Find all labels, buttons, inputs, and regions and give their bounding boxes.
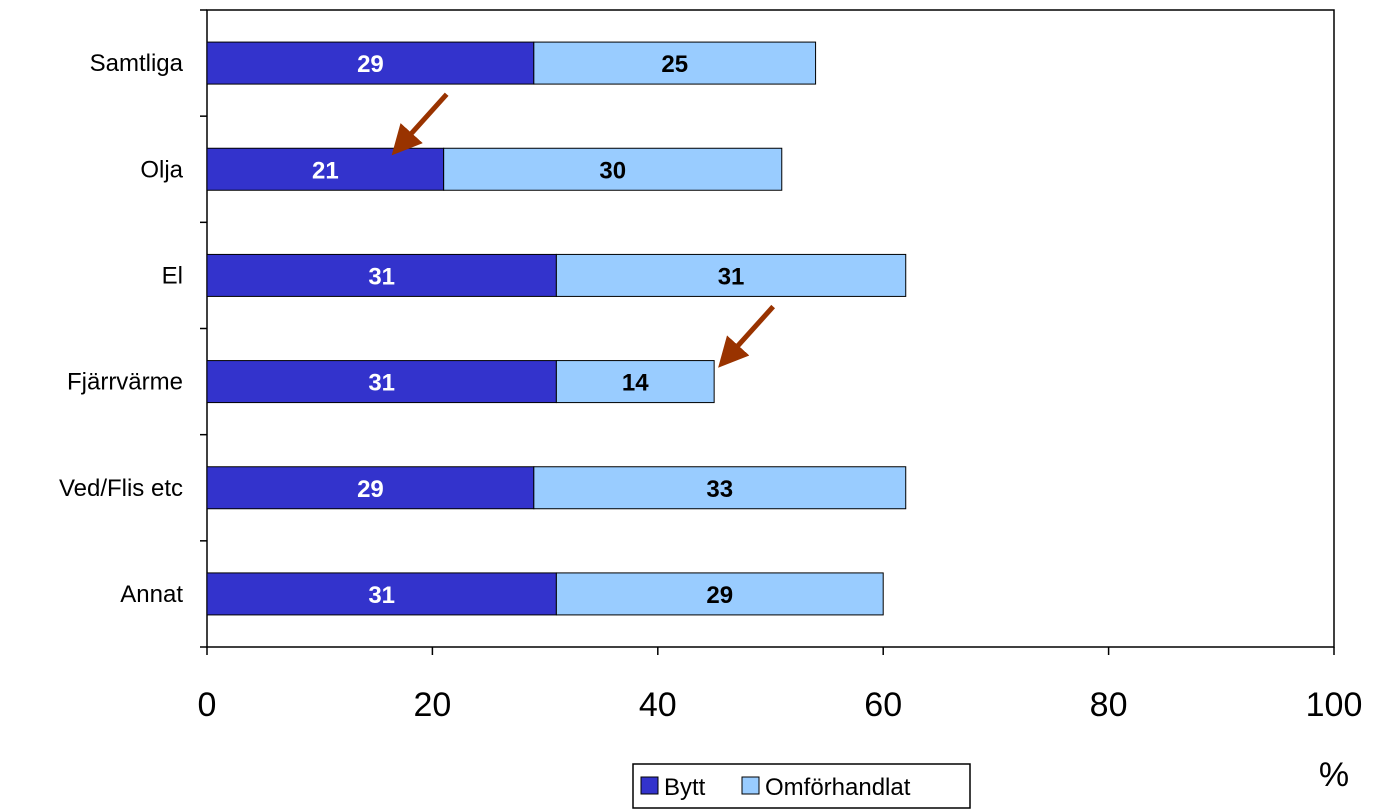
bar-value-label: 29 — [357, 51, 384, 78]
bar-value-label: 31 — [368, 370, 395, 397]
plot-area: 0 20 40 60 80 100% Samtliga Olja El Fjärrvärme Ved… — [59, 9, 1363, 794]
category-label: Olja — [140, 156, 183, 183]
x-tick-label: 40 — [639, 686, 677, 724]
bar-value-label: 33 — [706, 476, 733, 503]
plot-frame — [206, 9, 1335, 648]
legend-label: Omförhandlat — [765, 774, 911, 801]
bar-value-label: 31 — [718, 263, 745, 290]
bar-omforhandlat — [533, 466, 907, 510]
bar-value-label: 21 — [312, 157, 339, 184]
x-tick-label: 20 — [413, 686, 451, 724]
category-label: Annat — [120, 581, 183, 608]
x-tick-label: 80 — [1090, 686, 1128, 724]
legend: Bytt Omförhandlat — [632, 763, 971, 809]
bar-value-label: 29 — [706, 582, 733, 609]
bar-omforhandlat — [555, 572, 884, 616]
annotation-arrow — [718, 304, 776, 368]
bar-bytt — [206, 41, 535, 85]
category-label: Fjärrvärme — [67, 369, 183, 396]
category-label: Samtliga — [90, 50, 184, 77]
x-axis-unit-label: % — [1319, 756, 1349, 794]
bar-bytt — [206, 466, 535, 510]
bar-bytt — [206, 253, 557, 297]
bar-value-label: 14 — [622, 370, 649, 397]
bar-value-label: 29 — [357, 476, 384, 503]
x-tick-label: 100 — [1306, 686, 1363, 724]
annotation-arrow — [391, 92, 449, 156]
legend-box — [632, 763, 971, 809]
x-tick-label: 60 — [864, 686, 902, 724]
bar-bytt — [206, 572, 557, 616]
legend-swatch — [640, 776, 659, 795]
bar-value-label: 31 — [368, 263, 395, 290]
bar-value-label: 31 — [368, 582, 395, 609]
bars: 29 25 21 30 31 31 31 14 29 33 31 29 — [206, 41, 907, 616]
bar-omforhandlat — [533, 41, 817, 85]
legend-label: Bytt — [664, 774, 706, 801]
bar-omforhandlat — [555, 360, 715, 404]
bar-value-label: 25 — [661, 51, 688, 78]
bar-omforhandlat — [555, 253, 907, 297]
x-tick-label: 0 — [198, 686, 217, 724]
category-label: El — [162, 262, 183, 289]
category-label: Ved/Flis etc — [59, 475, 183, 502]
bar-value-label: 30 — [599, 157, 626, 184]
legend-swatch — [741, 776, 760, 795]
annotations — [391, 92, 776, 368]
bar-omforhandlat — [443, 147, 783, 191]
bar-bytt — [206, 360, 557, 404]
